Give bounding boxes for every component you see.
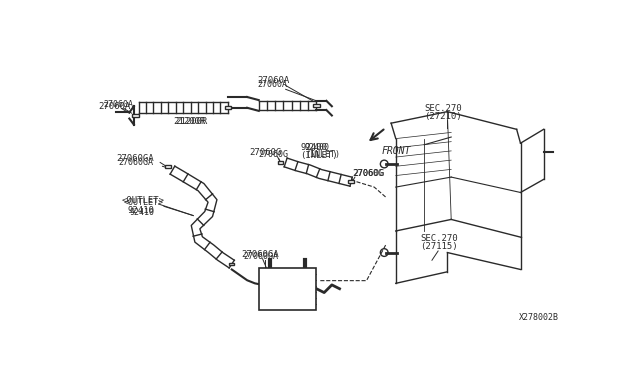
Text: 27060A: 27060A xyxy=(103,100,133,109)
Text: 27060A: 27060A xyxy=(99,102,131,111)
Text: 27060GA: 27060GA xyxy=(241,250,278,259)
Text: (27115): (27115) xyxy=(420,242,458,251)
Bar xyxy=(165,165,170,168)
Text: 27060A: 27060A xyxy=(257,80,287,89)
Text: 27060GA: 27060GA xyxy=(116,154,154,163)
Text: (INLET): (INLET) xyxy=(305,150,340,159)
Text: (INLET): (INLET) xyxy=(300,151,338,160)
Text: 27060A: 27060A xyxy=(257,76,289,85)
Text: SEC.270: SEC.270 xyxy=(424,104,462,113)
Text: 27060G: 27060G xyxy=(250,148,282,157)
Text: 27060G: 27060G xyxy=(353,170,383,179)
Text: (27210): (27210) xyxy=(424,112,462,121)
Bar xyxy=(314,104,319,107)
Bar xyxy=(278,161,283,164)
Text: 27060GA: 27060GA xyxy=(118,158,154,167)
Text: 92400: 92400 xyxy=(300,142,327,151)
Bar xyxy=(348,180,354,183)
Bar xyxy=(259,268,316,310)
Bar xyxy=(229,263,234,266)
Text: 92410: 92410 xyxy=(128,206,155,215)
Text: FRONT: FRONT xyxy=(382,146,412,156)
Text: X278002B: X278002B xyxy=(519,313,559,322)
Bar xyxy=(225,106,231,109)
Text: 21200R: 21200R xyxy=(175,117,208,126)
Text: 21200R: 21200R xyxy=(173,117,205,126)
Text: <OUTLET>: <OUTLET> xyxy=(124,198,164,207)
Text: 27060G: 27060G xyxy=(353,169,385,178)
Bar xyxy=(132,114,139,117)
Text: 27060G: 27060G xyxy=(259,150,289,159)
Text: 27060GA: 27060GA xyxy=(243,252,278,261)
Text: 92400: 92400 xyxy=(305,142,330,151)
Text: <OUTLET>: <OUTLET> xyxy=(122,196,164,205)
Text: SEC.270: SEC.270 xyxy=(420,234,458,243)
Text: 92410: 92410 xyxy=(129,208,154,217)
